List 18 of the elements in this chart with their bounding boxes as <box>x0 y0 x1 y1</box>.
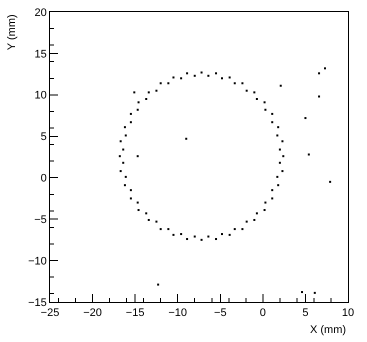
y-tick-label: 20 <box>34 6 47 19</box>
y-tick-label: −5 <box>34 214 47 226</box>
y-tick-label: 10 <box>34 90 47 102</box>
y-axis-title: Y (mm) <box>6 14 18 50</box>
x-tick-label: −25 <box>40 307 60 320</box>
y-tick-label: 15 <box>34 48 47 60</box>
x-tick-label: −20 <box>83 307 102 320</box>
x-tick-label: 10 <box>342 307 354 320</box>
x-tick-label: 5 <box>302 307 308 320</box>
y-tick-label: −10 <box>28 255 47 268</box>
y-tick-label: 5 <box>40 131 47 144</box>
x-tick-label: 0 <box>260 307 266 320</box>
x-tick-label: −5 <box>214 307 227 320</box>
x-tick-label: −10 <box>168 307 188 320</box>
y-tick-label: 0 <box>40 172 47 185</box>
y-tick-label: −15 <box>28 296 47 309</box>
x-axis-title: X (mm) <box>310 324 346 336</box>
x-tick-label: −15 <box>126 307 144 320</box>
